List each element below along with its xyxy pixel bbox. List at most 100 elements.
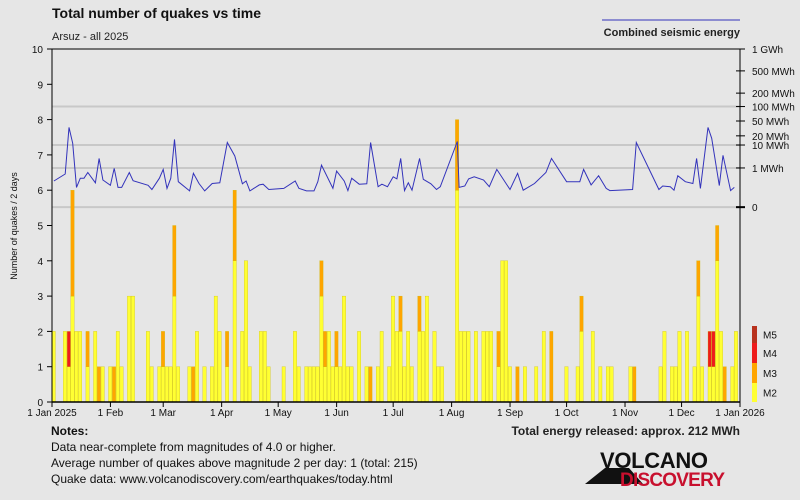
x-tick-label: 1 Feb <box>98 408 124 419</box>
y-tick-label: 7 <box>37 151 43 162</box>
bar-m4 <box>707 331 712 367</box>
bar-m2 <box>391 295 395 403</box>
x-tick-label: 1 May <box>265 408 292 419</box>
svg-text:DISCOVERY: DISCOVERY <box>620 470 725 488</box>
y-tick-label: 0 <box>37 398 43 409</box>
note-line: Data near-complete from magnitudes of 4.… <box>51 440 336 454</box>
bar-m3 <box>398 295 403 332</box>
bar-m2 <box>590 331 595 403</box>
bar-m2 <box>172 295 177 403</box>
bar-m2 <box>364 366 369 403</box>
bar-m2 <box>417 331 422 403</box>
bar-m2 <box>609 366 614 403</box>
bar-m3 <box>172 225 177 297</box>
bar-m3 <box>632 366 637 403</box>
bar-m2 <box>100 366 105 403</box>
bar-m3 <box>455 119 459 191</box>
bar-m2 <box>119 366 124 403</box>
bar-m2 <box>458 331 463 403</box>
bar-m2 <box>225 366 229 403</box>
bar-m2 <box>244 260 248 403</box>
bar-m2 <box>692 366 697 403</box>
bar-m2 <box>379 331 384 403</box>
x-tick-label: 1 Jan 2026 <box>715 408 765 419</box>
bar-m2 <box>74 331 79 403</box>
bar-m3 <box>97 366 101 403</box>
bar-m2 <box>474 331 478 403</box>
bar-m2 <box>496 366 501 403</box>
bar-m2 <box>164 366 169 403</box>
y-tick-label: 4 <box>37 257 43 268</box>
bar-m2 <box>357 331 361 403</box>
volcano-icon <box>585 468 643 484</box>
bar-m2 <box>466 331 471 403</box>
bar-m2 <box>673 366 678 403</box>
bar-m2 <box>579 331 584 403</box>
bar-m3 <box>496 331 501 367</box>
y-axis-label: Number of quakes / 2 days <box>9 172 19 280</box>
bar-m3 <box>232 190 237 261</box>
bar-m3 <box>515 366 520 403</box>
bar-m2 <box>210 366 214 403</box>
bar-m2 <box>489 331 493 403</box>
bar-m2 <box>93 331 98 403</box>
bar-m2 <box>342 295 346 403</box>
bar-m2 <box>455 190 459 403</box>
bar-m2 <box>376 366 380 403</box>
energy-tick-label: 500 MWh <box>752 67 795 78</box>
y-tick-label: 3 <box>37 292 43 303</box>
bar-m3 <box>85 331 90 367</box>
bar-m2 <box>217 331 222 403</box>
y-tick-label: 8 <box>37 116 43 127</box>
magnitude-label: M5 <box>763 331 777 342</box>
energy-tick-label: 1 GWh <box>752 45 783 56</box>
bar-m2 <box>327 331 331 403</box>
bar-m2 <box>628 366 633 403</box>
bar-m2 <box>421 331 425 403</box>
note-line: Quake data: www.volcanodiscovery.com/ear… <box>51 472 393 486</box>
bar-m2 <box>409 366 414 403</box>
x-tick-label: 1 Nov <box>612 408 638 419</box>
bar-m2 <box>719 331 723 403</box>
bar-m2 <box>598 366 603 403</box>
bar-m2 <box>432 331 437 403</box>
y-tick-label: 5 <box>37 222 43 233</box>
x-tick-label: 1 Jun <box>324 408 348 419</box>
bar-m2 <box>541 331 546 403</box>
bar-m2 <box>330 366 335 403</box>
total-energy: Total energy released: approx. 212 MWh <box>511 424 740 438</box>
bar-m2 <box>481 331 486 403</box>
bar-m2 <box>315 366 320 403</box>
x-tick-label: 1 Oct <box>555 408 579 419</box>
y-tick-label: 6 <box>37 186 43 197</box>
bar-m2 <box>677 331 682 403</box>
bar-m2 <box>213 295 218 403</box>
y-tick-label: 1 <box>37 363 43 374</box>
bar-m2 <box>387 366 392 403</box>
energy-legend-label: Combined seismic energy <box>604 27 741 39</box>
bar-m2 <box>149 366 154 403</box>
bar-m3 <box>319 260 324 297</box>
magnitude-swatch-m4 <box>752 343 757 363</box>
bar-m2 <box>345 366 350 403</box>
chart-title: Total number of quakes vs time <box>52 5 261 21</box>
bar-m2 <box>534 366 539 403</box>
bar-m3 <box>334 331 339 367</box>
x-tick-label: 1 Dec <box>669 408 695 419</box>
bar-m3 <box>368 366 373 403</box>
x-tick-label: 1 Aug <box>439 408 465 419</box>
bar-m2 <box>685 331 689 403</box>
y-tick-label: 10 <box>32 45 44 56</box>
magnitude-label: M2 <box>763 389 777 400</box>
bar-m2 <box>176 366 180 403</box>
bar-m2 <box>425 295 429 403</box>
bar-m2 <box>700 366 704 403</box>
magnitude-swatch-m3 <box>752 363 757 383</box>
bar-m2 <box>240 331 245 403</box>
bar-m2 <box>157 366 162 403</box>
bar-m2 <box>606 366 610 403</box>
bar-m2 <box>51 331 56 403</box>
bar-m2 <box>707 366 712 403</box>
bar-m2 <box>308 366 312 403</box>
